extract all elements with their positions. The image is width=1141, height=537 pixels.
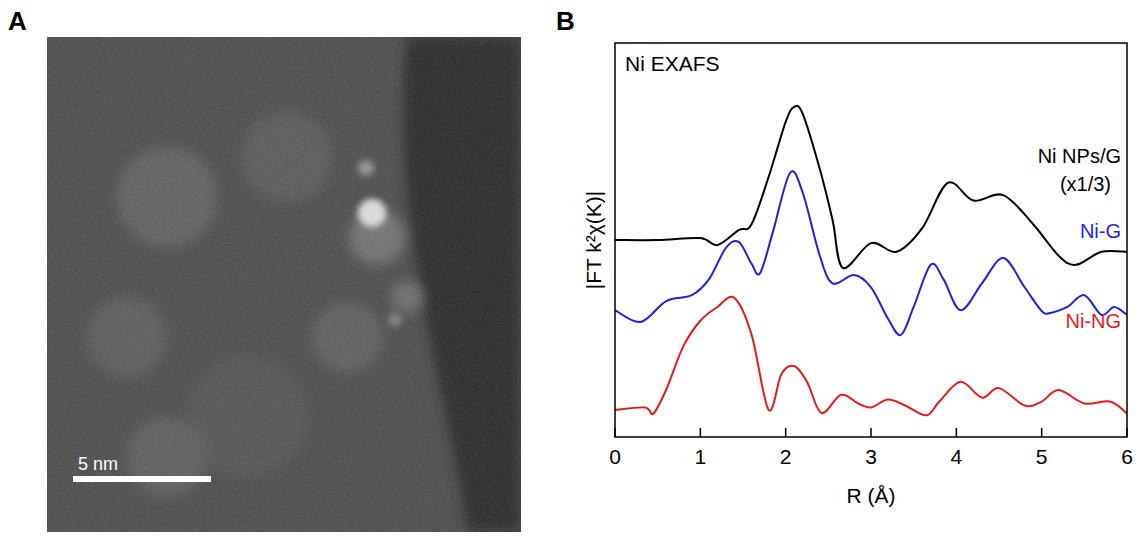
series-label: Ni-G — [1080, 220, 1121, 242]
series-label: Ni NPs/G — [1038, 145, 1121, 167]
x-tick — [1041, 428, 1043, 437]
x-tick — [870, 428, 872, 437]
x-tick-label: 3 — [865, 445, 877, 468]
image-ground — [47, 37, 521, 532]
micrograph — [47, 37, 521, 532]
x-tick-label: 5 — [1036, 445, 1048, 468]
plot-frame — [615, 43, 1127, 437]
image-noise — [47, 37, 521, 532]
x-tick — [956, 428, 958, 437]
panel-letter: A — [8, 6, 27, 36]
panel-letter: B — [556, 6, 575, 36]
x-tick-label: 6 — [1121, 445, 1133, 468]
scale-bar — [73, 476, 211, 482]
x-tick-label: 0 — [609, 445, 621, 468]
series-line — [615, 171, 1127, 335]
series-line — [615, 106, 1127, 269]
y-axis-title: |FT k²χ(K)| — [582, 191, 605, 290]
x-tick-label: 1 — [694, 445, 706, 468]
scale-bar-label: 5 nm — [78, 454, 118, 474]
x-tick-label: 2 — [780, 445, 792, 468]
x-tick — [785, 428, 787, 437]
series-line — [615, 297, 1127, 416]
x-axis-title: R (Å) — [847, 484, 896, 507]
annotation: (x1/3) — [1060, 173, 1111, 195]
x-tick — [700, 428, 702, 437]
series-label: Ni-NG — [1065, 310, 1121, 332]
x-tick-label: 4 — [950, 445, 962, 468]
curves — [615, 106, 1127, 416]
chart-title: Ni EXAFS — [625, 52, 720, 75]
